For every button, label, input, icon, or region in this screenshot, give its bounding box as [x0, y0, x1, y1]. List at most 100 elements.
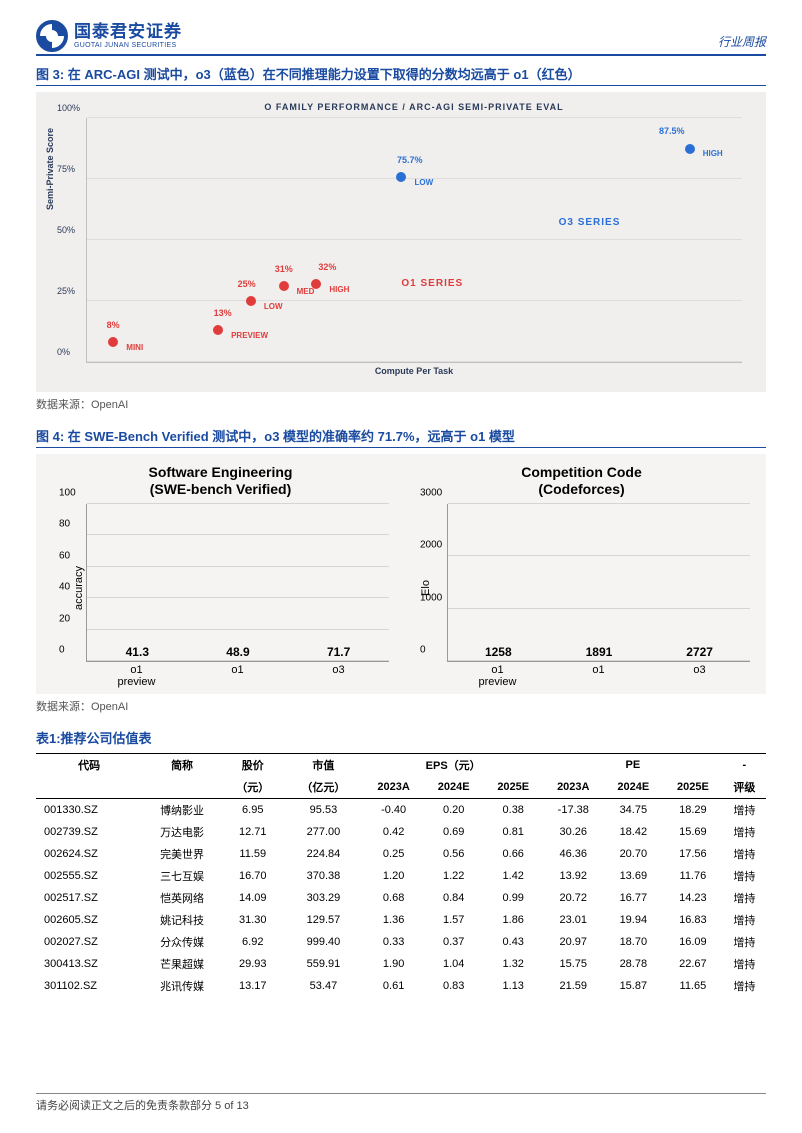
table-header: EPS（元）	[363, 754, 543, 777]
page-footer: 请务必阅读正文之后的免责条款部分 5 of 13	[36, 1093, 766, 1113]
table-subheader: 2025E	[663, 776, 723, 799]
bar-value-label: 2727	[686, 645, 713, 659]
table-cell: 224.84	[284, 843, 364, 865]
table-row: 002624.SZ完美世界11.59224.840.250.560.6646.3…	[36, 843, 766, 865]
table-cell: 增持	[723, 953, 766, 975]
table-cell: 95.53	[284, 799, 364, 822]
table-cell: 16.83	[663, 909, 723, 931]
table-header: 简称	[142, 754, 222, 777]
fig3-source: 数据来源：OpenAI	[36, 396, 766, 412]
table-subheader	[36, 776, 142, 799]
fig3-ytick: 100%	[57, 103, 80, 113]
table-cell: 46.36	[543, 843, 604, 865]
table-cell: 002624.SZ	[36, 843, 142, 865]
table-cell: 28.78	[604, 953, 664, 975]
table-cell: 增持	[723, 821, 766, 843]
fig4-ytick: 0	[420, 645, 426, 656]
table-cell: 0.99	[483, 887, 543, 909]
company-name-cn: 国泰君安证券	[74, 23, 182, 42]
table-cell: 303.29	[284, 887, 364, 909]
fig4-chart: Software Engineering (SWE-bench Verified…	[36, 454, 766, 694]
table-cell: 15.69	[663, 821, 723, 843]
table-cell: 0.66	[483, 843, 543, 865]
table-cell: 1.57	[424, 909, 484, 931]
chart-point-sublabel: LOW	[264, 302, 283, 311]
table-cell: 16.09	[663, 931, 723, 953]
bar-value-label: 1258	[485, 645, 512, 659]
chart-point	[213, 325, 223, 335]
table-cell: 6.95	[222, 799, 284, 822]
chart-point-value: 32%	[318, 262, 336, 272]
table-cell: 18.29	[663, 799, 723, 822]
table-cell: 14.09	[222, 887, 284, 909]
table-row: 301102.SZ兆讯传媒13.1753.470.610.831.1321.59…	[36, 975, 766, 997]
table-cell: 13.92	[543, 865, 604, 887]
table-cell: 姚记科技	[142, 909, 222, 931]
table-row: 002605.SZ姚记科技31.30129.571.361.571.8623.0…	[36, 909, 766, 931]
table-cell: 1.20	[363, 865, 424, 887]
table-subheader: 2023A	[363, 776, 424, 799]
table-cell: -0.40	[363, 799, 424, 822]
logo-block: 国泰君安证券 GUOTAI JUNAN SECURITIES	[36, 20, 182, 52]
table-cell: 999.40	[284, 931, 364, 953]
table-cell: 300413.SZ	[36, 953, 142, 975]
bar-category-label: o1	[559, 664, 638, 688]
table-cell: 001330.SZ	[36, 799, 142, 822]
bar-category-label: o3	[299, 664, 378, 688]
table-row: 002739.SZ万达电影12.71277.000.420.690.8130.2…	[36, 821, 766, 843]
table-subheader: 2023A	[543, 776, 604, 799]
table-cell: 11.65	[663, 975, 723, 997]
chart-point-sublabel: MED	[297, 287, 315, 296]
table-cell: 0.68	[363, 887, 424, 909]
fig4-right-title1: Competition Code	[413, 464, 750, 481]
fig4-source: 数据来源：OpenAI	[36, 698, 766, 714]
page-header: 国泰君安证券 GUOTAI JUNAN SECURITIES 行业周报	[36, 20, 766, 56]
chart-point-value: 75.7%	[397, 155, 423, 165]
table-cell: 1.13	[483, 975, 543, 997]
chart-point-sublabel: HIGH	[703, 149, 723, 158]
table-subheader: 评级	[723, 776, 766, 799]
table-cell: 30.26	[543, 821, 604, 843]
table-cell: 29.93	[222, 953, 284, 975]
fig4-ytick: 3000	[420, 487, 442, 498]
table-cell: 277.00	[284, 821, 364, 843]
chart-point	[279, 281, 289, 291]
table-cell: 15.75	[543, 953, 604, 975]
table-cell: 增持	[723, 909, 766, 931]
chart-point	[311, 279, 321, 289]
table-header: PE	[543, 754, 723, 777]
chart-point-value: 87.5%	[659, 126, 685, 136]
fig4-ytick: 100	[59, 487, 76, 498]
table-cell: 53.47	[284, 975, 364, 997]
fig4-ytick: 1000	[420, 592, 442, 603]
table-cell: 三七互娱	[142, 865, 222, 887]
fig3-ytick: 25%	[57, 286, 75, 296]
bar-value-label: 41.3	[126, 645, 149, 659]
chart-point	[108, 337, 118, 347]
table-cell: 129.57	[284, 909, 364, 931]
table-row: 002555.SZ三七互娱16.70370.381.201.221.4213.9…	[36, 865, 766, 887]
chart-point-sublabel: HIGH	[329, 285, 349, 294]
table-cell: 16.77	[604, 887, 664, 909]
table-cell: 20.97	[543, 931, 604, 953]
valuation-table: 代码简称股价市值EPS（元）PE-（元）（亿元）2023A2024E2025E2…	[36, 753, 766, 997]
table-cell: 002517.SZ	[36, 887, 142, 909]
fig3-y-axis-title: Semi-Private Score	[45, 128, 55, 210]
table-cell: 370.38	[284, 865, 364, 887]
table-cell: 34.75	[604, 799, 664, 822]
chart-point	[685, 144, 695, 154]
chart-point-value: 31%	[275, 264, 293, 274]
table-cell: 1.32	[483, 953, 543, 975]
table-cell: 增持	[723, 975, 766, 997]
table-cell: 分众传媒	[142, 931, 222, 953]
chart-point-sublabel: LOW	[415, 178, 434, 187]
table-cell: 增持	[723, 931, 766, 953]
table-cell: 0.61	[363, 975, 424, 997]
fig4-left: Software Engineering (SWE-bench Verified…	[52, 464, 389, 688]
chart-point	[246, 296, 256, 306]
table-cell: 1.04	[424, 953, 484, 975]
table-row: 001330.SZ博纳影业6.9595.53-0.400.200.38-17.3…	[36, 799, 766, 822]
table-cell: 002027.SZ	[36, 931, 142, 953]
table-cell: 23.01	[543, 909, 604, 931]
table-cell: 22.67	[663, 953, 723, 975]
